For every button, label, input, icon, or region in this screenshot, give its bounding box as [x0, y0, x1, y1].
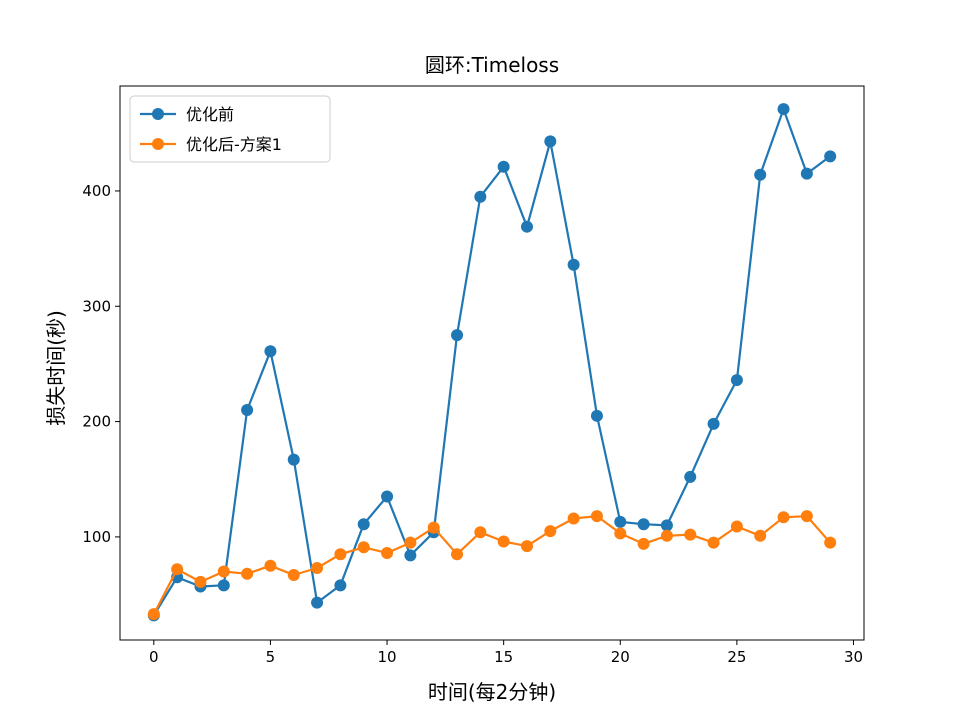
data-point: [707, 417, 720, 430]
x-tick-label: 25: [727, 648, 746, 666]
data-point: [427, 521, 440, 534]
data-point: [684, 470, 697, 483]
data-point: [754, 529, 767, 542]
data-point: [730, 374, 743, 387]
series-2: [147, 510, 837, 621]
y-tick-label: 300: [82, 297, 111, 315]
x-tick-label: 30: [844, 648, 863, 666]
x-tick-label: 10: [378, 648, 397, 666]
data-point: [544, 525, 557, 538]
y-axis-label: 损失时间(秒): [44, 310, 68, 426]
data-point: [264, 345, 277, 358]
legend-item: 优化后-方案1: [140, 135, 282, 154]
data-point: [264, 559, 277, 572]
data-point: [194, 575, 207, 588]
data-point: [334, 548, 347, 561]
data-point: [311, 562, 324, 575]
data-point: [381, 490, 394, 503]
data-point: [660, 519, 673, 532]
data-point: [777, 511, 790, 524]
legend-marker: [152, 108, 164, 120]
data-point: [241, 404, 254, 417]
data-point: [824, 536, 837, 549]
data-point: [520, 540, 533, 553]
x-tick-label: 5: [266, 648, 276, 666]
y-tick-label: 400: [82, 182, 111, 200]
data-point: [287, 568, 300, 581]
data-point: [730, 520, 743, 533]
data-point: [241, 567, 254, 580]
data-point: [217, 579, 230, 592]
data-point: [660, 529, 673, 542]
series-1-line: [152, 107, 831, 616]
data-point: [637, 518, 650, 531]
y-axis-ticks: 100 200 300 400: [82, 182, 120, 546]
data-point: [287, 453, 300, 466]
data-point: [567, 258, 580, 271]
x-tick-label: 0: [149, 648, 159, 666]
data-point: [614, 515, 627, 528]
plot-frame: [119, 85, 865, 641]
data-point: [311, 596, 324, 609]
legend-item: 优化前: [140, 105, 234, 124]
y-tick-label: 200: [82, 413, 111, 431]
data-point: [474, 190, 487, 203]
data-point: [800, 167, 813, 180]
data-point: [777, 103, 790, 116]
data-point: [404, 549, 417, 562]
data-point: [590, 409, 603, 422]
data-point: [497, 160, 510, 173]
legend-marker: [152, 138, 164, 150]
legend-label: 优化前: [186, 105, 234, 124]
data-point: [147, 608, 160, 621]
data-point: [357, 541, 370, 554]
data-point: [567, 512, 580, 525]
data-point: [357, 518, 370, 531]
data-point: [684, 528, 697, 541]
data-point: [404, 536, 417, 549]
legend-label: 优化后-方案1: [186, 135, 282, 154]
data-point: [637, 537, 650, 550]
data-point: [334, 579, 347, 592]
data-point: [497, 535, 510, 548]
data-point: [451, 329, 464, 342]
data-point: [381, 547, 394, 560]
series-layer: [147, 103, 837, 622]
data-point: [474, 526, 487, 539]
data-point: [590, 510, 603, 523]
data-point: [614, 527, 627, 540]
data-point: [520, 220, 533, 233]
data-point: [171, 563, 184, 576]
data-point: [707, 536, 720, 549]
data-point: [754, 168, 767, 181]
data-point: [800, 510, 813, 523]
data-point: [824, 150, 837, 163]
y-tick-label: 100: [82, 528, 111, 546]
x-axis-label: 时间(每2分钟): [428, 680, 556, 704]
x-axis-ticks: 0 5 10 15 20 25 30: [149, 640, 863, 666]
x-tick-label: 15: [494, 648, 513, 666]
data-point: [451, 548, 464, 561]
data-point: [544, 135, 557, 148]
data-point: [217, 565, 230, 578]
chart-title: 圆环:Timeloss: [425, 53, 559, 77]
x-tick-label: 20: [611, 648, 630, 666]
legend-box: [129, 95, 331, 163]
